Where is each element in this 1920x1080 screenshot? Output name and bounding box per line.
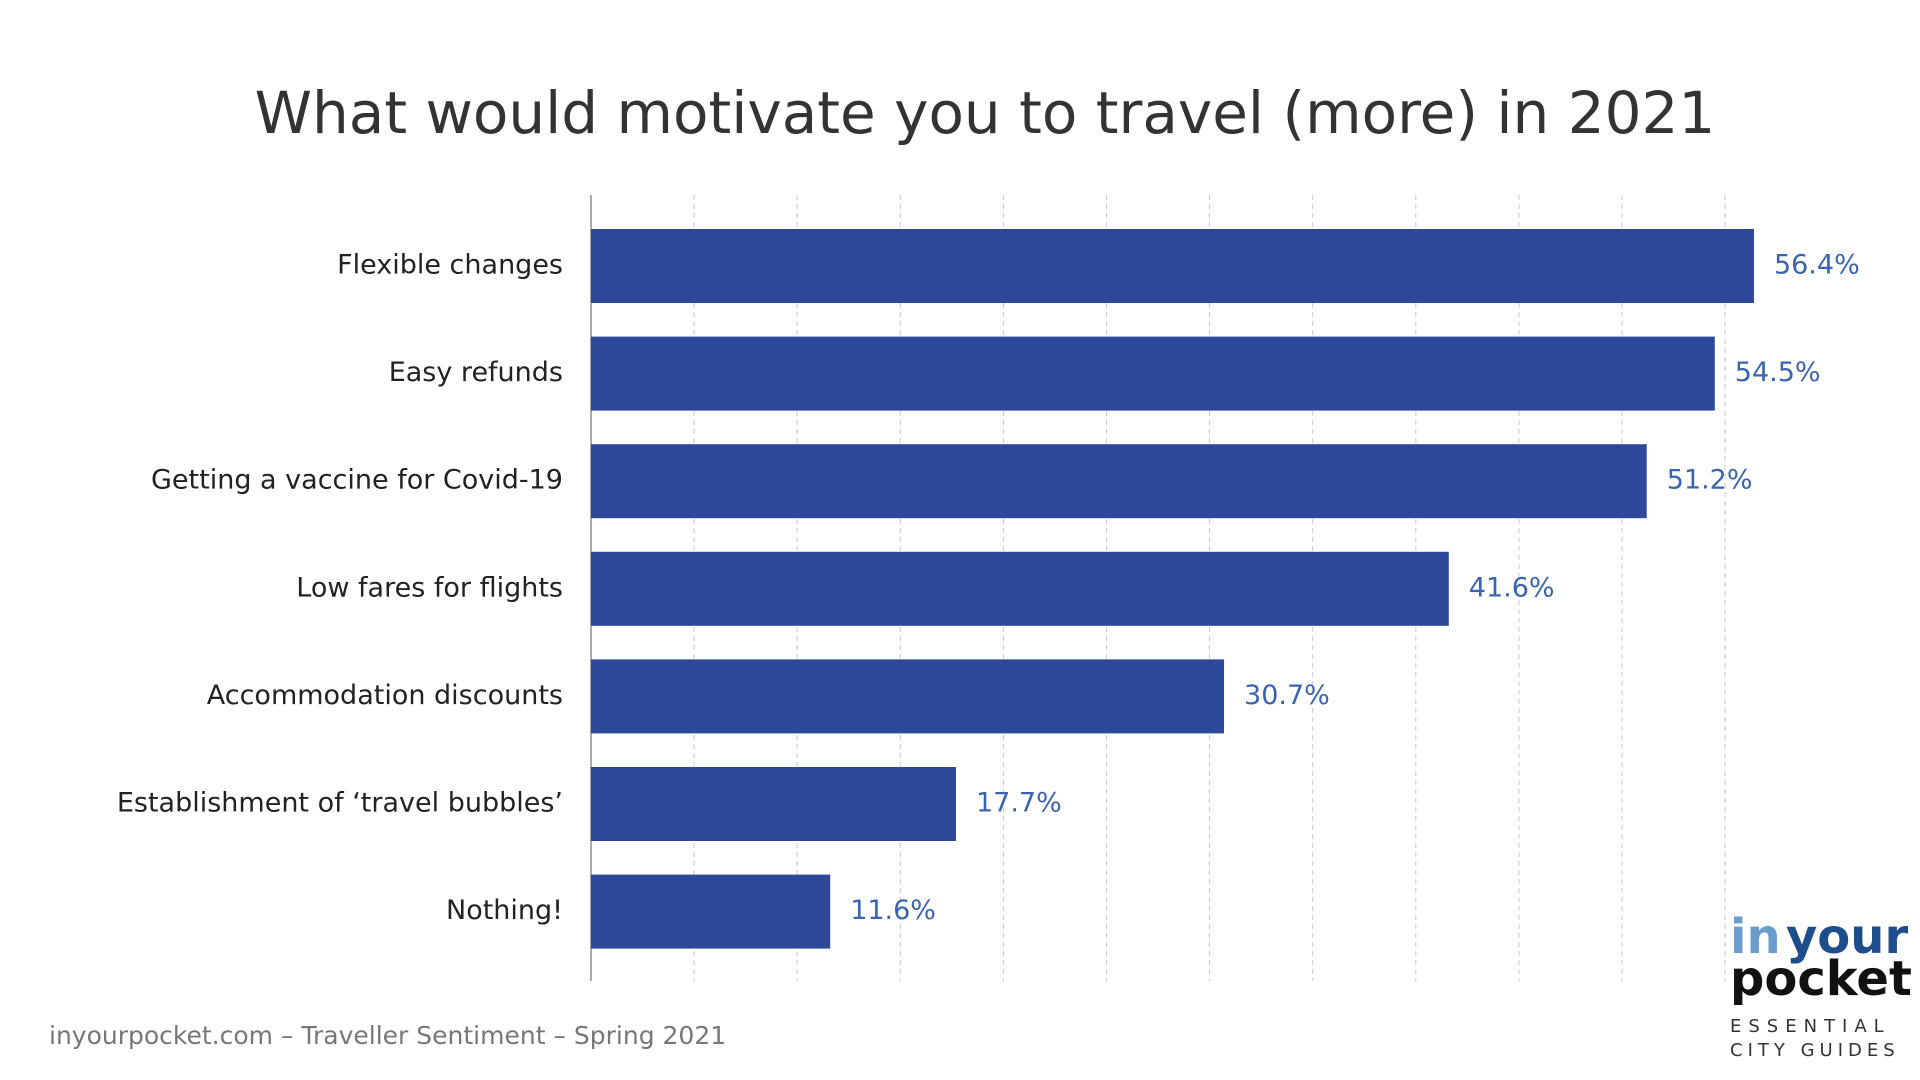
category-label: Low fares for flights [296,572,563,603]
logo-in: in [1730,909,1781,965]
bar [591,336,1715,411]
bar [591,874,831,949]
value-label: 17.7% [976,788,1062,819]
value-label: 51.2% [1667,465,1753,496]
bar [591,229,1754,303]
bar [591,767,956,841]
chart-title: What would motivate you to travel (more)… [255,79,1716,147]
bar [591,659,1225,734]
value-label: 56.4% [1774,250,1860,281]
logo-tagline: ESSENTIAL [1730,1016,1891,1037]
value-label: 54.5% [1735,357,1821,388]
bar [591,551,1449,626]
category-label: Flexible changes [337,250,563,281]
logo-your: your [1786,909,1908,965]
value-label: 11.6% [850,895,936,926]
logo-tagline: CITY GUIDES [1730,1040,1900,1061]
bar [591,444,1647,519]
category-label: Nothing! [446,895,563,926]
value-label: 41.6% [1469,572,1555,603]
footer: inyourpocket.com – Traveller Sentiment –… [49,1021,726,1050]
category-label: Establishment of ‘travel bubbles’ [117,788,563,819]
logo-pocket: pocket [1730,951,1912,1007]
value-label: 30.7% [1244,680,1330,711]
category-label: Accommodation discounts [207,680,563,711]
category-label: Easy refunds [389,357,563,388]
category-label: Getting a vaccine for Covid-19 [151,465,563,496]
